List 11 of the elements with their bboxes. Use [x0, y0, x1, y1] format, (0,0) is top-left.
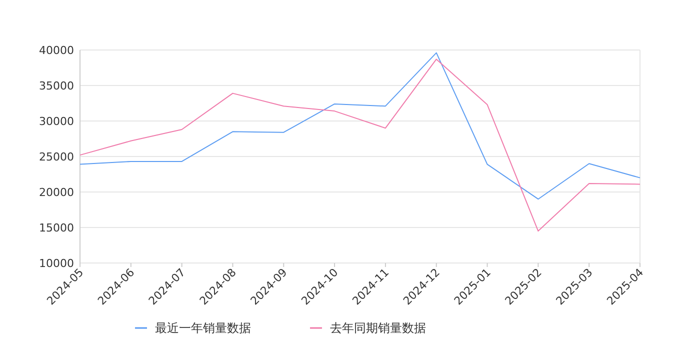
legend-label: 最近一年销量数据 [155, 321, 251, 335]
y-tick-label: 15000 [39, 222, 74, 234]
line-series [80, 52, 640, 200]
line-series [80, 58, 640, 232]
y-tick-label: 30000 [39, 115, 74, 128]
y-tick-label: 35000 [39, 80, 74, 92]
legend-label: 去年同期销量数据 [330, 321, 426, 335]
y-tick-label: 25000 [39, 150, 74, 164]
y-tick-label: 20000 [39, 186, 74, 199]
y-tick-label: 40000 [39, 44, 74, 57]
y-tick-label: 10000 [39, 257, 74, 270]
